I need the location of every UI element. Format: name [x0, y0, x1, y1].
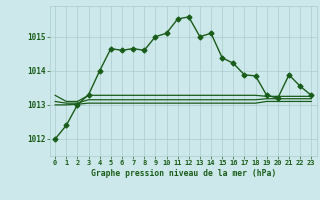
X-axis label: Graphe pression niveau de la mer (hPa): Graphe pression niveau de la mer (hPa)	[91, 169, 276, 178]
